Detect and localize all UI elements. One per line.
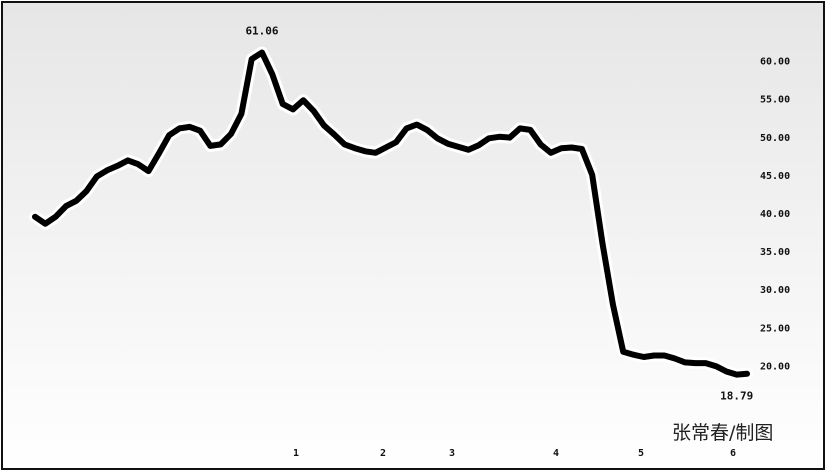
data-point — [425, 128, 429, 132]
data-point — [683, 360, 687, 364]
x-tick-label: 3 — [449, 448, 455, 459]
data-point — [405, 126, 408, 130]
data-point — [312, 109, 316, 113]
max-value-label: 61.06 — [245, 25, 278, 38]
credit-text: 张常春/制图 — [672, 422, 774, 444]
x-tick-label: 1 — [293, 448, 299, 459]
y-tick-label: 40.00 — [760, 209, 790, 220]
data-point — [580, 147, 584, 151]
data-point — [332, 133, 336, 136]
data-point — [435, 136, 439, 140]
data-point — [497, 135, 501, 139]
y-axis-ticks: 60.00 55.00 50.00 45.00 40.00 35.00 30.00 25.00… — [760, 57, 790, 373]
y-tick-label: 35.00 — [760, 247, 790, 258]
data-point — [281, 102, 285, 106]
min-value-label: 18.79 — [720, 390, 753, 403]
data-point — [43, 222, 47, 226]
data-point — [198, 129, 202, 133]
data-point — [33, 215, 37, 219]
data-point — [229, 132, 233, 136]
data-point — [54, 215, 58, 219]
data-point — [518, 126, 522, 130]
data-points — [33, 51, 749, 377]
data-point — [188, 125, 192, 129]
data-point — [601, 242, 604, 245]
x-tick-label: 5 — [638, 448, 644, 459]
data-point — [745, 372, 749, 376]
data-point — [714, 364, 718, 368]
data-point — [105, 168, 109, 172]
price-line — [32, 49, 750, 378]
data-point — [735, 373, 739, 377]
x-tick-label: 6 — [730, 448, 736, 459]
y-tick-label: 45.00 — [760, 171, 790, 182]
data-point — [642, 355, 646, 359]
data-point — [508, 136, 512, 140]
data-point — [343, 142, 347, 146]
y-tick-label: 20.00 — [760, 361, 790, 372]
data-point — [394, 140, 398, 144]
data-point — [178, 126, 181, 130]
data-point — [477, 143, 481, 147]
data-point — [456, 145, 460, 149]
data-point — [85, 189, 89, 193]
data-point — [239, 112, 243, 116]
data-point — [136, 162, 140, 166]
data-point — [126, 158, 130, 162]
data-point — [446, 142, 450, 146]
data-point — [611, 302, 615, 306]
data-point — [291, 107, 295, 111]
data-point — [590, 173, 594, 177]
data-point — [64, 204, 68, 208]
data-point — [322, 123, 326, 127]
data-point — [384, 146, 388, 149]
data-point — [208, 144, 212, 148]
data-point — [95, 174, 99, 178]
data-point — [528, 128, 532, 132]
data-point — [74, 199, 78, 203]
data-point — [353, 146, 357, 150]
data-point — [570, 146, 574, 149]
data-point — [301, 98, 305, 102]
y-tick-label: 60.00 — [760, 57, 790, 68]
data-point — [260, 51, 264, 54]
data-point — [363, 149, 367, 153]
data-point — [704, 361, 708, 365]
data-point — [270, 72, 274, 76]
y-tick-label: 30.00 — [760, 285, 790, 296]
data-point — [466, 148, 470, 152]
x-tick-label: 2 — [380, 448, 386, 459]
data-point — [415, 123, 419, 127]
data-point — [632, 353, 635, 357]
data-point — [157, 152, 161, 156]
data-point — [559, 146, 563, 150]
x-axis-ticks: 1 2 3 4 5 6 — [293, 448, 736, 459]
data-point — [652, 354, 656, 357]
data-point — [549, 151, 553, 155]
data-point — [116, 164, 120, 168]
data-point — [673, 357, 677, 360]
x-tick-label: 4 — [553, 448, 559, 459]
data-point — [724, 370, 728, 373]
data-point — [539, 142, 543, 146]
data-point — [487, 136, 491, 140]
y-tick-label: 55.00 — [760, 95, 790, 106]
y-tick-label: 50.00 — [760, 133, 790, 144]
data-point — [693, 361, 697, 365]
data-point — [621, 350, 625, 354]
data-point — [374, 151, 377, 155]
y-tick-label: 25.00 — [760, 323, 790, 334]
data-point — [167, 133, 171, 137]
data-point — [219, 142, 223, 146]
data-point — [662, 354, 666, 357]
data-point — [250, 57, 254, 61]
data-point — [147, 169, 150, 173]
